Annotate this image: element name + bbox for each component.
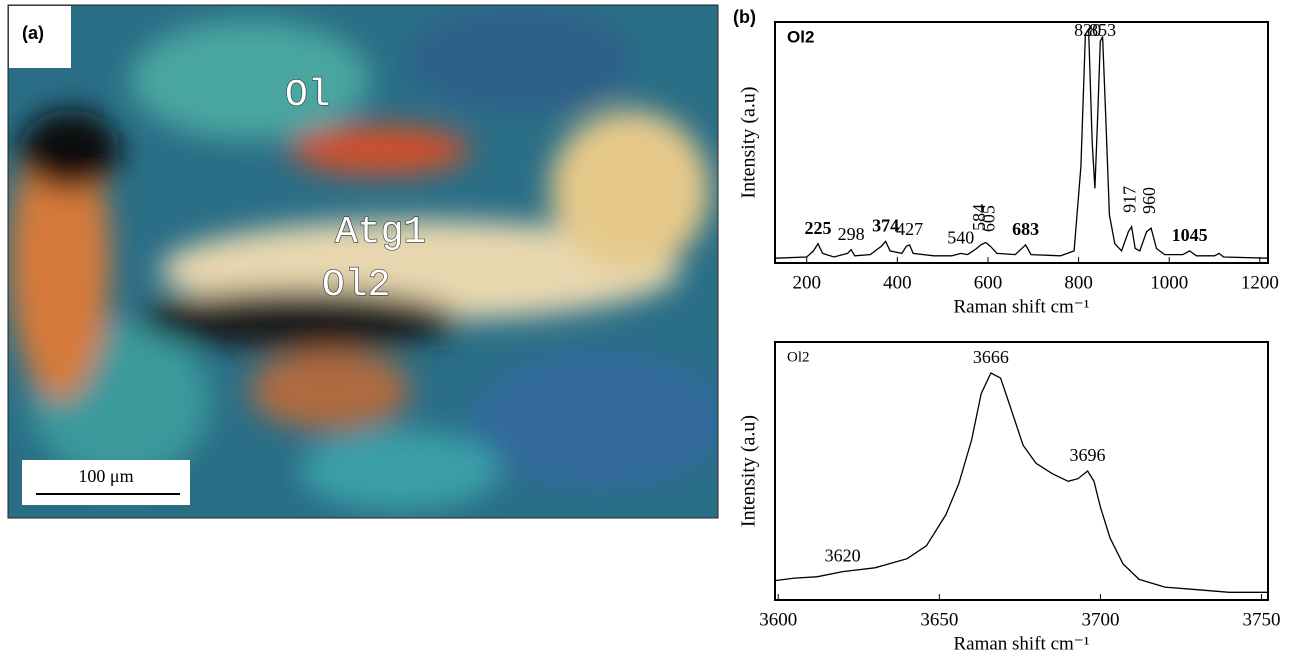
scale-label: 100 μm bbox=[78, 466, 133, 486]
peak-label: 374 bbox=[872, 215, 899, 235]
label-box bbox=[9, 6, 71, 68]
x-tick-label: 600 bbox=[974, 272, 1003, 293]
panel-label: (b) bbox=[733, 7, 756, 27]
x-tick-label: 800 bbox=[1064, 272, 1093, 293]
peak-label: 3620 bbox=[825, 546, 861, 566]
y-axis-label: Intensity (a.u) bbox=[738, 415, 760, 527]
plot-frame bbox=[774, 21, 1269, 264]
chart-title: Ol2 bbox=[787, 27, 814, 46]
peak-label: 960 bbox=[1139, 187, 1159, 214]
plot-frame bbox=[774, 341, 1269, 601]
x-axis-label: Raman shift cm⁻¹ bbox=[953, 296, 1089, 317]
x-tick-label: 400 bbox=[883, 272, 912, 293]
x-axis-label: Raman shift cm⁻¹ bbox=[953, 633, 1089, 654]
peak-label: 683 bbox=[1012, 219, 1039, 239]
spectrum-line bbox=[774, 372, 1268, 593]
annotation: Ol bbox=[285, 74, 331, 117]
micrograph-border bbox=[7, 4, 719, 519]
peak-label: 1045 bbox=[1172, 225, 1208, 245]
y-axis-label: Intensity (a.u) bbox=[738, 86, 760, 198]
peak-label: 3696 bbox=[1070, 445, 1106, 465]
x-tick-label: 3650 bbox=[920, 609, 958, 630]
peak-label: 427 bbox=[896, 219, 923, 239]
x-tick-label: 1200 bbox=[1241, 272, 1279, 293]
peak-label: 605 bbox=[978, 205, 998, 232]
spectrum-line bbox=[774, 27, 1269, 259]
x-tick-label: 3700 bbox=[1081, 609, 1119, 630]
x-tick-label: 3600 bbox=[759, 609, 797, 630]
peak-label: 584 bbox=[969, 204, 989, 231]
chart-title: Ol2 bbox=[787, 349, 810, 365]
peak-label: 820 bbox=[1074, 20, 1101, 40]
panel-label: (a) bbox=[22, 23, 44, 43]
micrograph bbox=[8, 5, 718, 518]
annotation: Atg1 bbox=[335, 211, 426, 254]
peak-label: 298 bbox=[838, 224, 865, 244]
peak-label: 540 bbox=[947, 227, 974, 247]
x-tick-label: 3750 bbox=[1243, 609, 1281, 630]
peak-label: 3666 bbox=[973, 347, 1009, 367]
x-tick-label: 1000 bbox=[1150, 272, 1188, 293]
annotation: Ol2 bbox=[322, 264, 390, 307]
x-tick-label: 200 bbox=[792, 272, 821, 293]
scale-box bbox=[22, 460, 190, 505]
peak-label: 853 bbox=[1089, 20, 1116, 40]
peak-label: 917 bbox=[1120, 186, 1140, 213]
peak-label: 225 bbox=[805, 218, 832, 238]
